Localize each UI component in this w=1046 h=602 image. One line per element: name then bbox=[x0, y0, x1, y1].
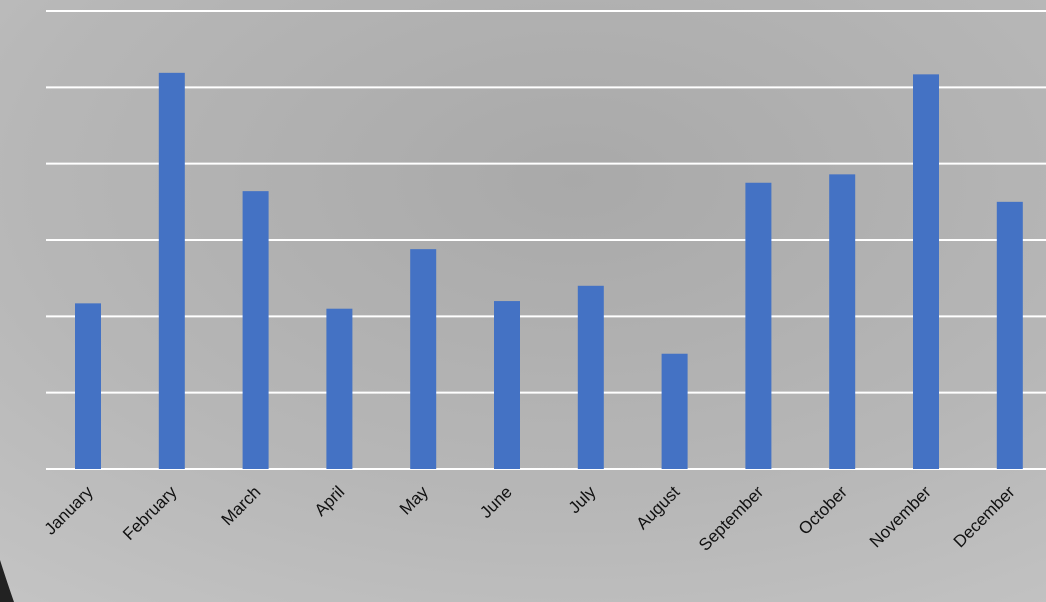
bar bbox=[577, 285, 604, 469]
bar bbox=[158, 72, 185, 469]
bar bbox=[326, 308, 353, 469]
bar bbox=[75, 303, 101, 469]
bar bbox=[661, 353, 688, 469]
bar bbox=[745, 182, 772, 469]
corner-decoration bbox=[0, 560, 14, 602]
bar bbox=[913, 74, 939, 470]
bar bbox=[996, 201, 1023, 470]
bar bbox=[829, 174, 856, 469]
bar bbox=[410, 249, 437, 469]
bar bbox=[242, 191, 269, 469]
bar bbox=[494, 301, 520, 469]
